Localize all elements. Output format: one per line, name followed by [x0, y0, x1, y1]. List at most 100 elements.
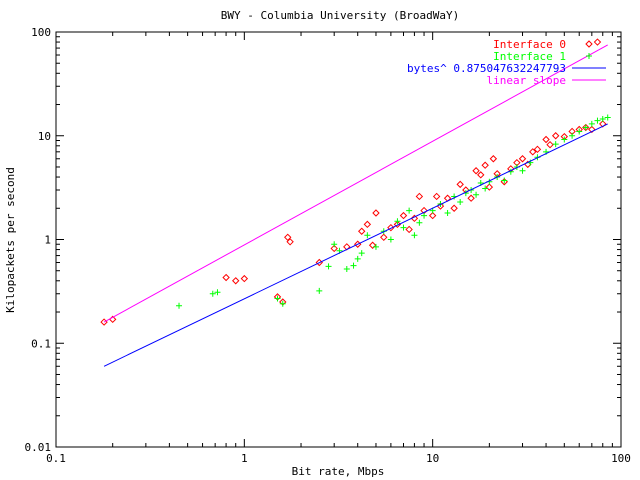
- data-point: [232, 277, 240, 285]
- x-tick-label: 0.1: [46, 452, 66, 465]
- legend-label: Interface 0: [493, 38, 566, 51]
- plot-frame: [55, 31, 622, 448]
- data-point: [387, 236, 394, 243]
- data-point: [569, 132, 576, 139]
- data-point: [529, 148, 537, 156]
- data-point: [316, 287, 323, 294]
- data-point: [394, 218, 401, 225]
- data-point: [444, 210, 451, 217]
- data-point: [364, 232, 371, 239]
- y-axis-label: Kilopackets per second: [4, 167, 17, 313]
- data-point: [546, 140, 554, 149]
- series-layer: [100, 38, 611, 367]
- data-point: [593, 38, 602, 46]
- data-point: [432, 192, 441, 201]
- data-point: [485, 183, 494, 191]
- chart-title: BWY - Columbia University (BroadWaY): [221, 9, 459, 22]
- x-tick-label: 100: [611, 452, 631, 465]
- data-point: [209, 290, 216, 297]
- data-point: [284, 233, 292, 242]
- legend-label: Interface 1: [493, 50, 566, 63]
- data-point: [286, 238, 294, 246]
- data-point: [358, 227, 366, 235]
- x-axis-label: Bit rate, Mbps: [292, 465, 385, 478]
- data-point: [380, 233, 388, 242]
- data-point: [372, 209, 380, 217]
- data-point: [274, 295, 281, 302]
- series-line: [103, 123, 608, 367]
- legend-label: bytes^ 0.875047632247793: [407, 62, 566, 75]
- data-point: [393, 220, 402, 229]
- data-point: [472, 167, 480, 175]
- data-point: [358, 250, 365, 257]
- series-line: [103, 44, 608, 323]
- data-point: [481, 161, 489, 169]
- x-tick-label: 10: [426, 452, 439, 465]
- data-point: [406, 207, 413, 214]
- data-point: [421, 212, 428, 219]
- data-point: [599, 120, 607, 128]
- data-point: [450, 204, 458, 212]
- data-point: [279, 300, 286, 307]
- data-point: [473, 191, 480, 198]
- data-point: [588, 125, 596, 134]
- data-point: [604, 114, 611, 121]
- data-point: [331, 241, 338, 248]
- data-point: [372, 243, 379, 250]
- data-point: [214, 289, 221, 296]
- data-point: [456, 180, 464, 189]
- data-point: [405, 225, 413, 234]
- data-point: [489, 155, 498, 163]
- series-3: [103, 44, 608, 323]
- data-point: [519, 167, 526, 174]
- data-point: [542, 135, 550, 144]
- data-point: [428, 211, 437, 220]
- data-point: [533, 145, 542, 154]
- data-point: [240, 274, 249, 283]
- data-point: [467, 194, 475, 202]
- data-point: [399, 211, 408, 220]
- data-point: [410, 214, 419, 223]
- data-point: [350, 262, 357, 269]
- data-point: [594, 117, 601, 124]
- series-2: [103, 123, 608, 367]
- series-1: [176, 114, 611, 309]
- y-tick-label: 0.1: [31, 337, 51, 350]
- data-point: [411, 232, 418, 239]
- legend-label: linear slope: [487, 74, 566, 87]
- data-point: [561, 136, 568, 143]
- data-point: [400, 224, 407, 231]
- data-point: [552, 141, 559, 148]
- data-point: [363, 220, 372, 229]
- data-point: [501, 177, 508, 184]
- data-point: [368, 241, 377, 249]
- legend-swatch: [586, 53, 592, 59]
- data-point: [415, 192, 424, 201]
- x-tick-label: 1: [241, 452, 248, 465]
- data-point: [222, 273, 230, 282]
- data-point: [477, 171, 485, 179]
- y-tick-label: 100: [31, 26, 51, 39]
- data-point: [588, 120, 595, 127]
- legend-swatch: [585, 40, 593, 48]
- y-tick-label: 0.01: [25, 441, 52, 454]
- y-tick-label: 10: [38, 130, 51, 143]
- data-point: [576, 128, 583, 135]
- data-point: [457, 198, 464, 205]
- data-point: [482, 185, 489, 192]
- data-point: [325, 263, 332, 270]
- data-point: [343, 265, 350, 272]
- data-point: [518, 155, 527, 163]
- data-point: [354, 255, 361, 262]
- data-point: [416, 219, 423, 226]
- data-point: [582, 124, 589, 131]
- data-point: [599, 116, 606, 123]
- data-point: [176, 302, 183, 309]
- data-point: [387, 223, 395, 232]
- y-tick-label: 1: [44, 234, 51, 247]
- data-point: [330, 244, 338, 253]
- data-point: [551, 132, 560, 140]
